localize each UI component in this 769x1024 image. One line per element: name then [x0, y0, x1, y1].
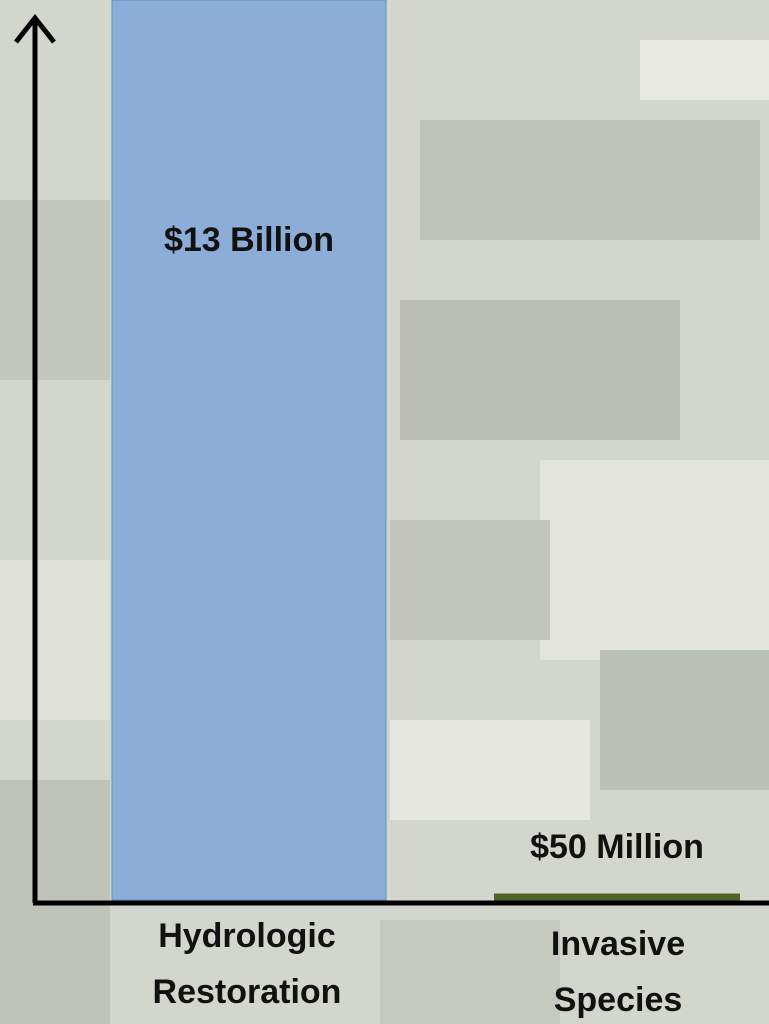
- value-label: $13 Billion: [163, 221, 335, 259]
- value-label: $50 Million: [530, 828, 704, 866]
- x-tick-label: Invasive Species: [550, 925, 686, 1019]
- x-tick-label: Hydrologic Restoration: [152, 917, 342, 1011]
- bar: [111, 0, 387, 901]
- bar: [494, 893, 740, 903]
- y-axis-arrow: [14, 13, 56, 44]
